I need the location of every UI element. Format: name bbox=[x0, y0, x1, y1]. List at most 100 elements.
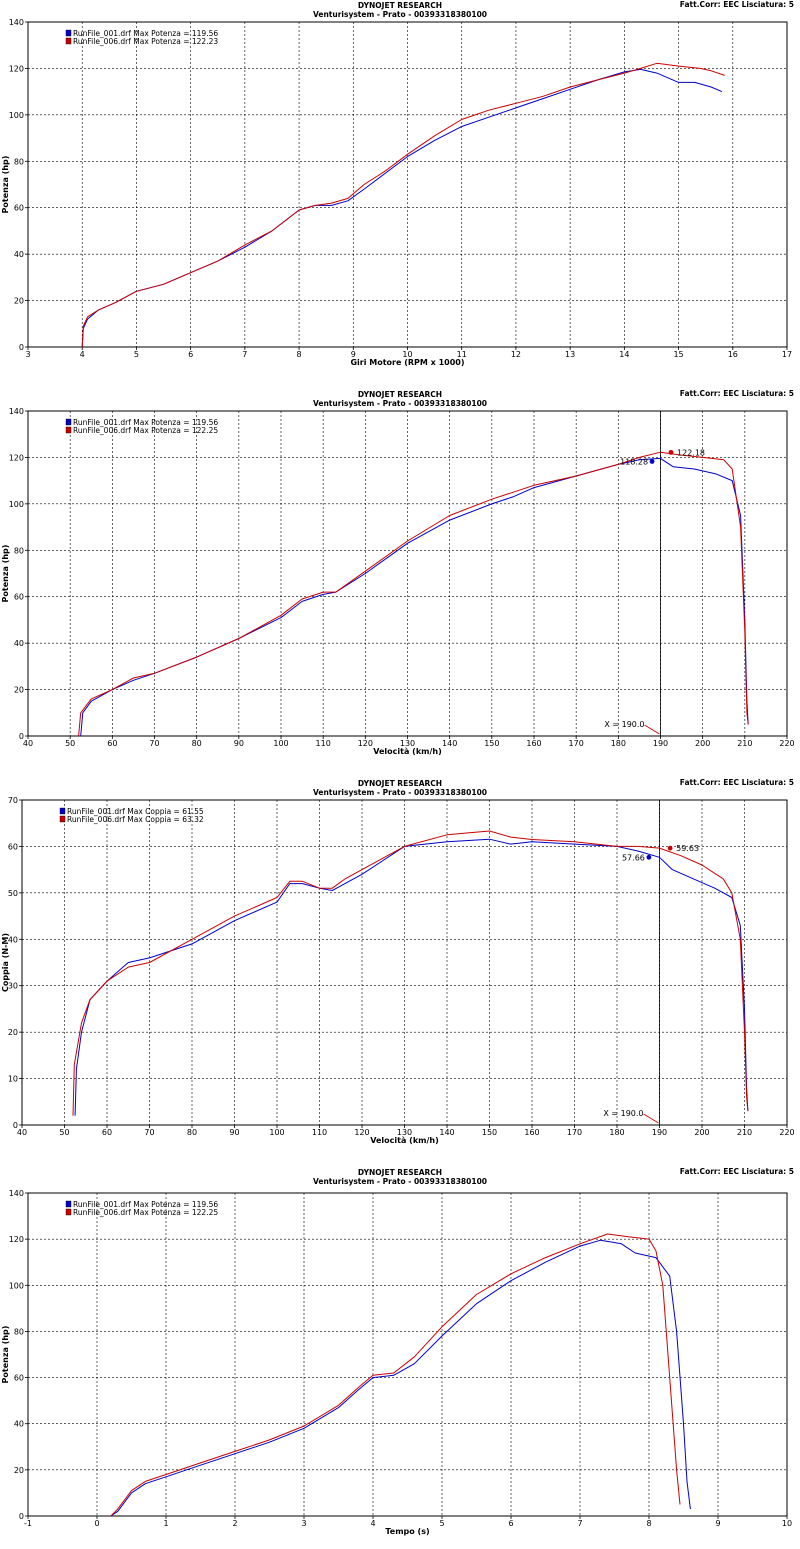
x-tick-label: 130 bbox=[397, 1128, 412, 1137]
y-axis-label: Potenza (hp) bbox=[1, 545, 10, 603]
y-tick-label: 40 bbox=[8, 935, 18, 944]
chart-plot: 40 50 60 70 80 90 100 110 120 130 140 150 160 170 180 1… bbox=[1, 796, 795, 1145]
cursor-label: X = 190.0 bbox=[603, 1109, 643, 1118]
y-axis-label: Coppia (N-M) bbox=[1, 933, 10, 992]
x-tick-label: 0 bbox=[94, 1519, 99, 1528]
x-tick-label: 150 bbox=[482, 1128, 497, 1137]
legend-entry: RunFile_001.drf Max Potenza = 119.56 bbox=[73, 418, 218, 427]
x-tick-label: 2 bbox=[232, 1519, 237, 1528]
y-tick-label: 60 bbox=[14, 593, 24, 602]
correction-label: Fatt.Corr: EEC Lisciatura: 5 bbox=[679, 1167, 794, 1176]
x-tick-label: 180 bbox=[609, 1128, 624, 1137]
x-tick-label: 14 bbox=[619, 350, 629, 359]
x-tick-label: 3 bbox=[301, 1519, 306, 1528]
x-tick-label: 9 bbox=[715, 1519, 720, 1528]
data-point-marker bbox=[649, 459, 655, 464]
y-tick-label: 140 bbox=[9, 1189, 24, 1198]
x-tick-label: 16 bbox=[728, 350, 738, 359]
legend-entry: RunFile_006.drf Max Potenza = 122.25 bbox=[73, 1208, 218, 1217]
chart-subtitle: Venturisystem - Prato - 00393318380100 bbox=[312, 788, 488, 797]
x-tick-label: 50 bbox=[59, 1128, 69, 1137]
legend-entry: RunFile_001.drf Max Potenza = 119.56 bbox=[73, 1200, 218, 1209]
legend-swatch bbox=[65, 29, 72, 37]
x-tick-label: 6 bbox=[188, 350, 193, 359]
chart-title: DYNOJET RESEARCH bbox=[357, 779, 443, 788]
legend-swatch bbox=[65, 1200, 72, 1208]
x-tick-label: 4 bbox=[370, 1519, 375, 1528]
x-tick-label: 150 bbox=[484, 739, 499, 748]
chart-panel-torque-speed: DYNOJET RESEARCH Venturisystem - Prato -… bbox=[0, 778, 800, 1163]
x-tick-label: 110 bbox=[316, 739, 331, 748]
series-line-2 bbox=[81, 62, 725, 348]
correction-label: Fatt.Corr: EEC Lisciatura: 5 bbox=[679, 0, 794, 9]
x-tick-label: 90 bbox=[229, 1128, 239, 1137]
x-tick-label: 190 bbox=[653, 739, 668, 748]
y-tick-label: 50 bbox=[8, 889, 18, 898]
y-tick-label: 20 bbox=[8, 1028, 18, 1037]
cursor-pointer bbox=[644, 724, 660, 735]
x-tick-label: 17 bbox=[782, 350, 792, 359]
data-point-marker bbox=[668, 449, 674, 455]
legend-swatch bbox=[59, 807, 66, 815]
x-tick-label: 160 bbox=[526, 739, 541, 748]
chart-title: DYNOJET RESEARCH bbox=[357, 1, 443, 10]
chart-plot: 40 50 60 70 80 90 100 110 120 130 140 150 160 170 180 1… bbox=[1, 407, 795, 756]
x-tick-label: 210 bbox=[737, 739, 752, 748]
x-tick-label: 3 bbox=[25, 350, 30, 359]
x-tick-label: 7 bbox=[577, 1519, 582, 1528]
series-line-1 bbox=[110, 1239, 691, 1517]
x-tick-label: 110 bbox=[312, 1128, 327, 1137]
y-tick-label: 0 bbox=[19, 732, 24, 741]
y-tick-label: 20 bbox=[14, 1466, 24, 1475]
x-tick-label: 80 bbox=[192, 739, 202, 748]
x-tick-label: 8 bbox=[297, 350, 302, 359]
x-tick-label: 40 bbox=[17, 1128, 27, 1137]
x-tick-label: 140 bbox=[439, 1128, 454, 1137]
y-tick-label: 120 bbox=[9, 453, 24, 462]
data-point-marker bbox=[667, 845, 673, 851]
data-point-label: 122.18 bbox=[677, 448, 705, 457]
y-tick-label: 140 bbox=[9, 407, 24, 416]
y-tick-label: 120 bbox=[9, 64, 24, 73]
y-tick-label: 120 bbox=[9, 1235, 24, 1244]
chart-panel-power-rpm: DYNOJET RESEARCH Venturisystem - Prato -… bbox=[0, 0, 800, 385]
chart-panel-power-time: DYNOJET RESEARCH Venturisystem - Prato -… bbox=[0, 1167, 800, 1549]
y-tick-label: 80 bbox=[14, 1327, 24, 1336]
y-tick-label: 100 bbox=[9, 111, 24, 120]
cursor-label: X = 190.0 bbox=[604, 720, 644, 729]
x-tick-label: 50 bbox=[65, 739, 75, 748]
x-tick-label: 12 bbox=[511, 350, 521, 359]
x-tick-label: 60 bbox=[107, 739, 117, 748]
y-tick-label: 60 bbox=[8, 842, 18, 851]
y-tick-label: 80 bbox=[14, 546, 24, 555]
y-tick-label: 10 bbox=[8, 1075, 18, 1084]
x-tick-label: 70 bbox=[144, 1128, 154, 1137]
x-axis-label: Velocità (km/h) bbox=[370, 1136, 439, 1145]
x-axis-label: Velocità (km/h) bbox=[373, 747, 442, 756]
x-axis-label: Giri Motore (RPM x 1000) bbox=[350, 358, 464, 367]
x-tick-label: 200 bbox=[695, 739, 710, 748]
x-tick-label: 200 bbox=[694, 1128, 709, 1137]
x-tick-label: 4 bbox=[80, 350, 85, 359]
x-tick-label: 80 bbox=[187, 1128, 197, 1137]
x-tick-label: 170 bbox=[567, 1128, 582, 1137]
x-tick-label: 40 bbox=[23, 739, 33, 748]
x-tick-label: 60 bbox=[102, 1128, 112, 1137]
x-tick-label: 170 bbox=[569, 739, 584, 748]
legend-swatch bbox=[65, 37, 72, 45]
chart-subtitle: Venturisystem - Prato - 00393318380100 bbox=[312, 1177, 488, 1186]
legend-entry: RunFile_006.drf Max Potenza = 122.25 bbox=[73, 426, 218, 435]
y-tick-label: 0 bbox=[13, 1121, 18, 1130]
x-tick-label: 220 bbox=[779, 1128, 794, 1137]
chart-title: DYNOJET RESEARCH bbox=[357, 1168, 443, 1177]
legend-swatch bbox=[65, 426, 72, 434]
series-line-1 bbox=[74, 838, 749, 1116]
data-point-label: 118.28 bbox=[620, 457, 648, 466]
legend-swatch bbox=[65, 418, 72, 426]
series-line-2 bbox=[78, 451, 749, 737]
x-tick-label: 130 bbox=[400, 739, 415, 748]
legend-entry: RunFile_001.drf Max Coppia = 61.55 bbox=[67, 807, 204, 816]
correction-label: Fatt.Corr: EEC Lisciatura: 5 bbox=[679, 389, 794, 398]
series-line-2 bbox=[72, 830, 749, 1116]
